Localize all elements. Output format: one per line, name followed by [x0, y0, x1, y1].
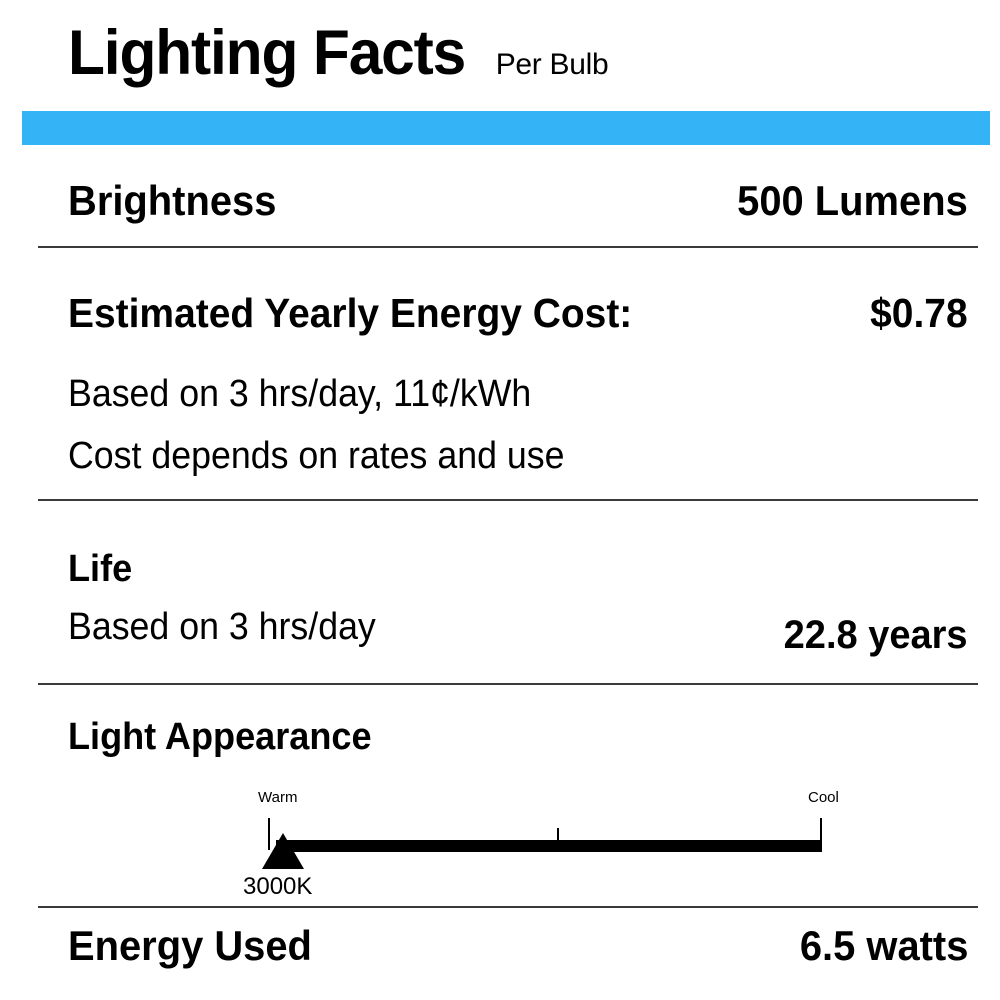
divider-life: [38, 683, 978, 685]
life-value: 22.8 years: [784, 613, 968, 657]
brightness-label: Brightness: [68, 177, 277, 224]
accent-bar: [22, 111, 990, 145]
scale-bar: [276, 840, 822, 852]
divider-brightness: [38, 246, 978, 248]
energy-cost-label: Estimated Yearly Energy Cost:: [68, 290, 633, 336]
divider-light-appearance: [38, 906, 978, 908]
energy-cost-note-line-1: Based on 3 hrs/day, 11¢/kWh: [68, 373, 532, 415]
scale-current-value: 3000K: [243, 873, 313, 900]
energy-used-label: Energy Used: [68, 922, 312, 969]
page-subtitle: Per Bulb: [495, 48, 609, 81]
energy-cost-value: $0.78: [870, 290, 968, 336]
energy-used-value: 6.5 watts: [799, 922, 968, 969]
scale-tick-mid: [557, 828, 559, 848]
scale-marker-triangle-icon: [262, 833, 304, 869]
brightness-value: 500 Lumens: [737, 177, 968, 224]
scale-tick-cool: [820, 818, 822, 850]
scale-cool-label: Cool: [808, 789, 839, 806]
life-note: Based on 3 hrs/day: [68, 606, 376, 648]
page-title: Lighting Facts: [68, 18, 466, 88]
scale-warm-label: Warm: [258, 789, 298, 806]
light-appearance-label: Light Appearance: [68, 716, 372, 758]
label-header: Lighting Facts Per Bulb: [68, 18, 609, 88]
life-label: Life: [68, 548, 133, 590]
divider-energy-cost: [38, 499, 978, 501]
energy-cost-note-line-2: Cost depends on rates and use: [68, 435, 565, 477]
scale-tick-warm: [268, 818, 270, 850]
